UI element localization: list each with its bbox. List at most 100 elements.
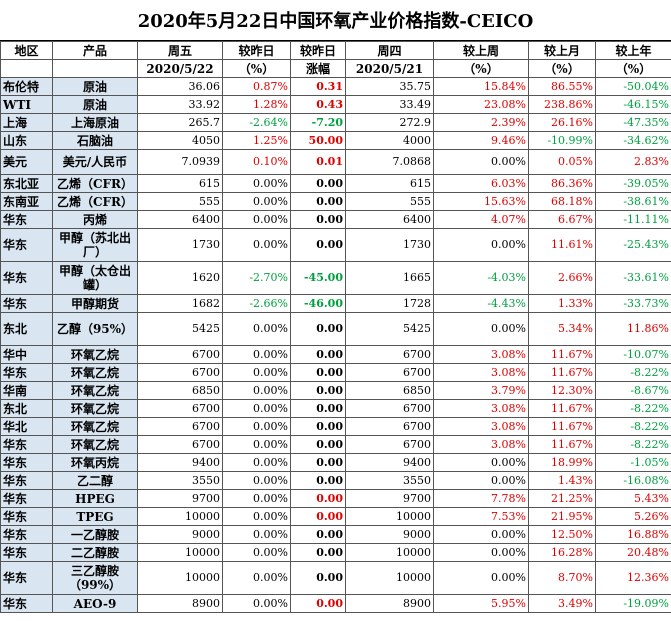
region-cell: 华东 [0,507,53,526]
day-change-amount-cell: 0.31 [290,77,346,96]
table-row: 华东 丙烯 6400 0.00% 0.00 6400 4.07% 6.67% -11.11% [0,210,671,229]
week-change-cell: 3.08% [433,363,529,382]
region-cell: 华东 [0,561,53,595]
friday-price-cell: 3550 [137,471,223,490]
month-change-cell: 11.67% [528,345,596,364]
year-change-cell: -50.04% [595,77,671,96]
day-change-pct-cell: 1.28% [222,95,291,114]
month-change-cell: 0.05% [528,149,596,175]
thursday-price-cell: 10000 [345,543,434,562]
region-cell: 华东 [0,525,53,544]
friday-price-cell: 9700 [137,489,223,508]
week-change-cell: 0.00% [433,561,529,595]
year-change-cell: -16.08% [595,471,671,490]
month-change-cell: 86.36% [528,174,596,193]
day-change-amount-cell: 0.00 [290,507,346,526]
thursday-price-cell: 9400 [345,453,434,472]
table-row: 华东 甲醇期货 1682 -2.66% -46.00 1728 -4.43% 1.33% -33… [0,294,671,313]
table-row: 东北 环氧乙烷 6700 0.00% 0.00 6700 3.08% 11.67% -8.22% [0,399,671,418]
region-cell: 华东 [0,294,53,313]
product-cell: 环氧乙烷 [52,363,138,382]
product-cell: 三乙醇胺（99%） [52,561,138,595]
year-change-cell: -8.22% [595,435,671,454]
header-cell: 较上年 [595,41,671,60]
month-change-cell: 68.18% [528,192,596,211]
year-change-cell: 2.83% [595,149,671,175]
table-row: 东北 乙醇（95%） 5425 0.00% 0.00 5425 0.00% 5.34% 11.8… [0,312,671,346]
region-cell: 山东 [0,131,53,150]
day-change-pct-cell: 0.00% [222,312,291,346]
day-change-pct-cell: 0.00% [222,174,291,193]
thursday-price-cell: 9000 [345,525,434,544]
product-cell: 乙烯（CFR） [52,174,138,193]
friday-price-cell: 10000 [137,543,223,562]
day-change-pct-cell: 0.00% [222,345,291,364]
thursday-price-cell: 33.49 [345,95,434,114]
week-change-cell: 9.46% [433,131,529,150]
week-change-cell: 7.53% [433,507,529,526]
header-cell: 涨幅 [290,59,346,78]
friday-price-cell: 6850 [137,381,223,400]
header-cell: （%） [433,59,529,78]
day-change-pct-cell: 0.10% [222,149,291,175]
product-cell: 乙二醇 [52,471,138,490]
header-cell: 较上周 [433,41,529,60]
week-change-cell: 15.84% [433,77,529,96]
week-change-cell: 3.08% [433,399,529,418]
week-change-cell: 0.00% [433,149,529,175]
thursday-price-cell: 6400 [345,210,434,229]
month-change-cell: 1.33% [528,294,596,313]
day-change-pct-cell: 0.00% [222,489,291,508]
week-change-cell: 7.78% [433,489,529,508]
day-change-amount-cell: 0.00 [290,594,346,613]
month-change-cell: 11.67% [528,399,596,418]
day-change-pct-cell: -2.64% [222,113,291,132]
thursday-price-cell: 6700 [345,363,434,382]
friday-price-cell: 10000 [137,507,223,526]
header-cell: 周四 [345,41,434,60]
week-change-cell: 5.95% [433,594,529,613]
month-change-cell: 16.28% [528,543,596,562]
region-cell: 华东 [0,210,53,229]
day-change-amount-cell: 50.00 [290,131,346,150]
week-change-cell: 6.03% [433,174,529,193]
week-change-cell: 3.08% [433,435,529,454]
month-change-cell: 12.50% [528,525,596,544]
day-change-pct-cell: 0.00% [222,561,291,595]
day-change-pct-cell: 0.00% [222,507,291,526]
region-cell: 华东 [0,435,53,454]
header-cell [52,59,138,78]
friday-price-cell: 9400 [137,453,223,472]
week-change-cell: -4.43% [433,294,529,313]
day-change-amount-cell: 0.00 [290,543,346,562]
friday-price-cell: 555 [137,192,223,211]
thursday-price-cell: 1665 [345,261,434,295]
day-change-amount-cell: 0.00 [290,471,346,490]
year-change-cell: -19.09% [595,594,671,613]
friday-price-cell: 4050 [137,131,223,150]
product-cell: HPEG [52,489,138,508]
month-change-cell: 6.67% [528,210,596,229]
week-change-cell: 2.39% [433,113,529,132]
day-change-amount-cell: -46.00 [290,294,346,313]
table-row: 山东 石脑油 4050 1.25% 50.00 4000 9.46% -10.99% -34.6… [0,131,671,150]
month-change-cell: 26.16% [528,113,596,132]
header-cell: （%） [222,59,291,78]
product-cell: 甲醇期货 [52,294,138,313]
day-change-amount-cell: 0.00 [290,399,346,418]
thursday-price-cell: 1728 [345,294,434,313]
day-change-pct-cell: 0.00% [222,435,291,454]
product-cell: 环氧乙烷 [52,435,138,454]
table-row: 东北亚 乙烯（CFR） 615 0.00% 0.00 615 6.03% 86.36% -39.… [0,174,671,193]
thursday-price-cell: 272.9 [345,113,434,132]
product-cell: TPEG [52,507,138,526]
region-cell: 华北 [0,417,53,436]
product-cell: 乙醇（95%） [52,312,138,346]
friday-price-cell: 615 [137,174,223,193]
day-change-amount-cell: 0.00 [290,525,346,544]
week-change-cell: 0.00% [433,525,529,544]
month-change-cell: 3.49% [528,594,596,613]
year-change-cell: 5.26% [595,507,671,526]
table-row: 华东 三乙醇胺（99%） 10000 0.00% 0.00 10000 0.00% 8.70%… [0,561,671,595]
day-change-pct-cell: 0.00% [222,228,291,262]
